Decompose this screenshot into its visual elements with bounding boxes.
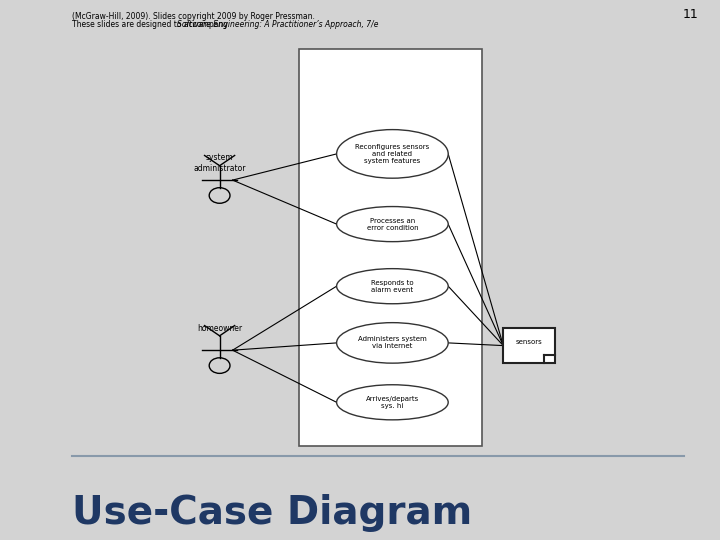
Text: Responds to
alarm event: Responds to alarm event [371, 280, 414, 293]
Text: sensors: sensors [516, 339, 543, 346]
Text: Processes an
error condition: Processes an error condition [366, 218, 418, 231]
Text: Software Engineering: A Practitioner’s Approach, 7/e: Software Engineering: A Practitioner’s A… [177, 20, 379, 29]
Ellipse shape [337, 322, 448, 363]
Text: homeowner: homeowner [197, 323, 242, 333]
Ellipse shape [337, 269, 448, 303]
Text: Administers system
via Internet: Administers system via Internet [358, 336, 427, 349]
Text: These slides are designed to accompany: These slides are designed to accompany [72, 20, 230, 29]
FancyBboxPatch shape [299, 49, 482, 446]
Ellipse shape [337, 130, 448, 178]
Text: (McGraw-Hill, 2009). Slides copyright 2009 by Roger Pressman.: (McGraw-Hill, 2009). Slides copyright 20… [72, 11, 315, 21]
Text: Use-Case Diagram: Use-Case Diagram [72, 494, 472, 532]
Text: 11: 11 [683, 8, 698, 21]
Text: system
administrator: system administrator [194, 153, 246, 173]
Ellipse shape [337, 384, 448, 420]
FancyBboxPatch shape [503, 328, 555, 363]
Ellipse shape [337, 206, 448, 242]
Text: Reconfigures sensors
and related
system features: Reconfigures sensors and related system … [355, 144, 430, 164]
Text: Arrives/departs
sys. hi: Arrives/departs sys. hi [366, 396, 419, 409]
